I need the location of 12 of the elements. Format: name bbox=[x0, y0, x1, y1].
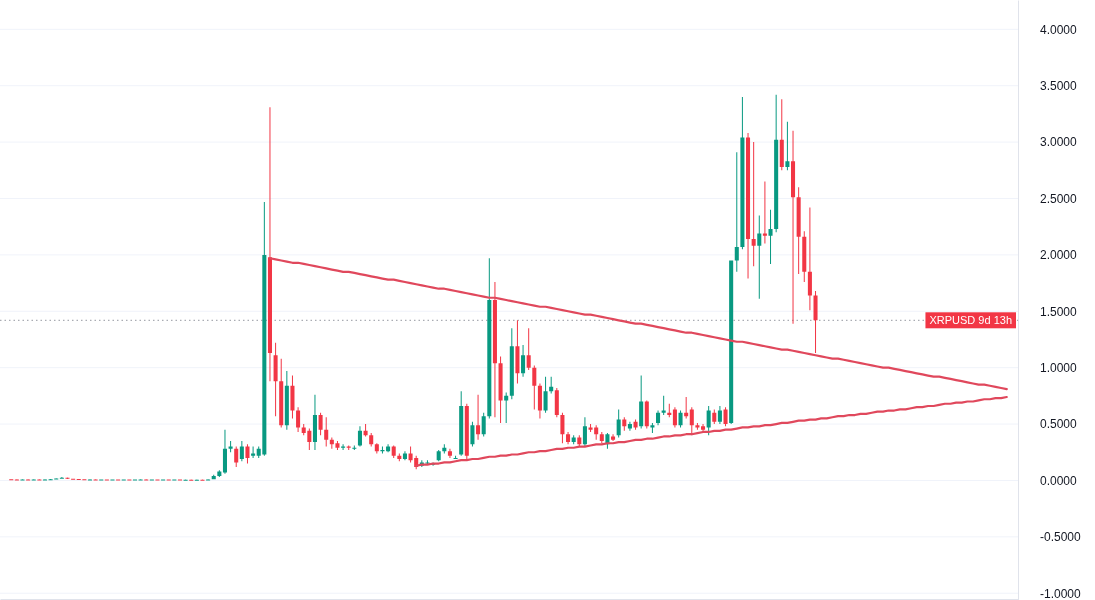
y-tick-label: 4.0000 bbox=[1040, 22, 1078, 37]
y-tick-label: 2.0000 bbox=[1040, 248, 1078, 263]
y-tick-label: 2.5000 bbox=[1040, 191, 1078, 206]
y-tick-label: 3.0000 bbox=[1040, 135, 1078, 150]
y-tick-label: 3.5000 bbox=[1040, 79, 1078, 94]
y-tick-label: 0.5000 bbox=[1040, 417, 1078, 432]
y-tick-label: 1.0000 bbox=[1040, 361, 1078, 376]
y-tick-label: -1.0000 bbox=[1040, 586, 1082, 600]
y-tick-label: 1.5000 bbox=[1040, 304, 1078, 319]
ref-line-label: XRPUSD 9d 13h bbox=[929, 314, 1012, 327]
y-tick-label: 0.0000 bbox=[1040, 473, 1078, 488]
y-tick-label: -0.5000 bbox=[1040, 530, 1082, 545]
